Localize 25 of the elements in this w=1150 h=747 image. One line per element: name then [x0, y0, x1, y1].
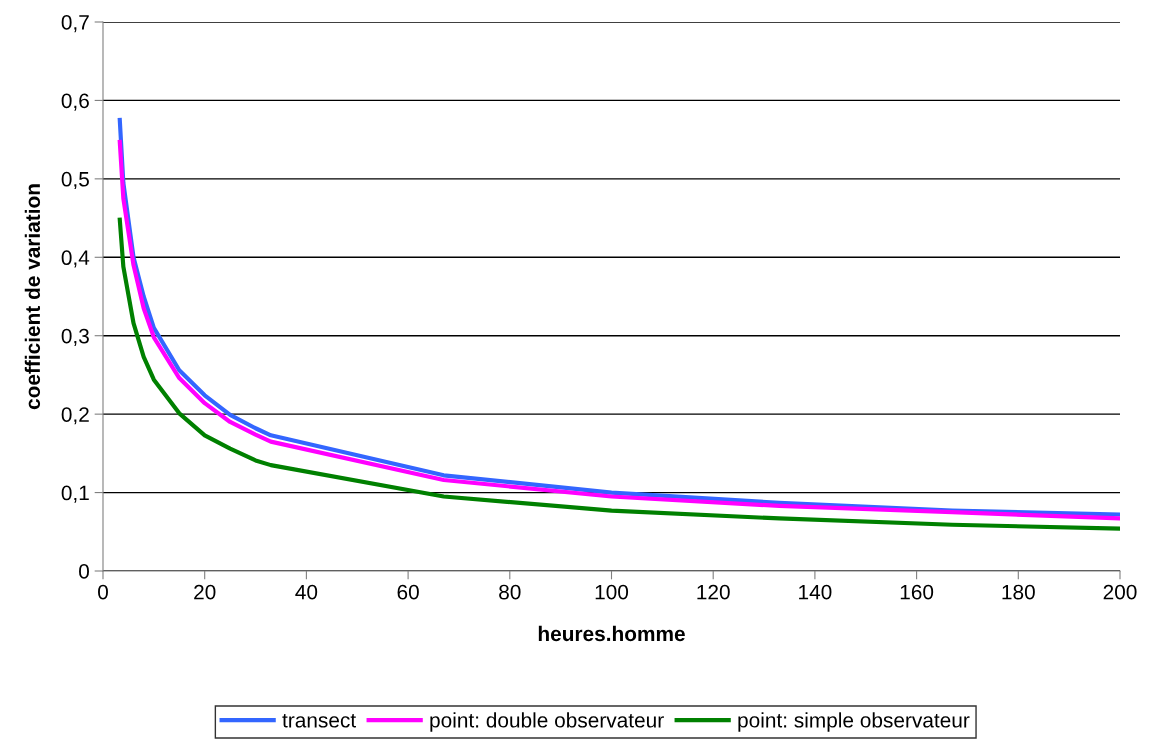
y-tick-label: 0	[79, 564, 89, 579]
x-tick-label: 100	[595, 584, 629, 600]
x-tick-label: 20	[194, 584, 216, 600]
y-tick-label: 0,3	[61, 328, 89, 346]
x-axis-title: heures.homme	[538, 625, 685, 642]
x-tick-label: 40	[295, 584, 318, 600]
y-tick-label: 0,6	[61, 93, 89, 111]
y-tick-label: 0,2	[61, 407, 89, 425]
y-tick-label: 0,7	[61, 15, 89, 33]
x-tick-label: 180	[1002, 584, 1035, 600]
y-tick-label: 0,4	[61, 250, 90, 268]
y-tick-label: 0,1	[61, 485, 89, 503]
legend-label: point: simple observateur	[738, 712, 970, 732]
x-tick-label: 0	[98, 584, 108, 600]
y-axis-title: coefficient de variation	[24, 184, 41, 410]
legend-label: point: double observateur	[430, 712, 664, 732]
y-tick-label: 0,5	[61, 171, 89, 190]
x-tick-label: 140	[799, 584, 832, 600]
x-tick-label: 200	[1103, 584, 1137, 600]
line-series	[117, 217, 1120, 531]
legend-label: transect	[282, 713, 356, 728]
x-tick-label: 120	[697, 584, 730, 600]
x-tick-label: 160	[900, 584, 934, 600]
x-tick-label: 80	[499, 584, 521, 600]
x-tick-label: 60	[397, 584, 419, 600]
